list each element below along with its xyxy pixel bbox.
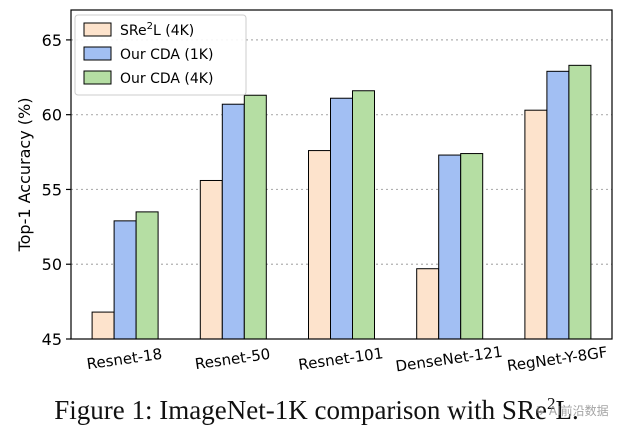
x-tick-label: Resnet-50 [194,345,272,373]
bar [568,64,592,340]
bar [113,220,137,340]
bar [438,154,462,340]
legend-label: Our CDA (4K) [120,71,213,87]
figure-caption: Figure 1: ImageNet-1K comparison with SR… [0,394,633,426]
bar [546,70,570,340]
bar [221,103,245,340]
caption-prefix: Figure 1: ImageNet-1K comparison with SR… [54,395,547,425]
x-tick-label: DenseNet-121 [394,343,503,376]
bar [524,109,548,340]
bar [199,179,223,340]
y-tick-label: 45 [42,330,62,349]
legend-swatch [83,70,112,85]
bar [91,311,115,340]
legend-swatch [83,46,112,61]
legend-box [74,14,247,96]
bar [308,150,331,340]
caption-suffix: L. [555,395,579,425]
bar-chart: Resnet-18 Resnet-50 Resnet-101 DenseNet-121… [15,9,613,376]
y-tick-label: 60 [42,106,62,125]
legend: SRe2L (4K) Our CDA (1K) Our CDA (4K) [74,14,247,96]
legend-label: SRe2L (4K) [120,21,194,39]
bar [135,211,159,340]
bar [460,153,484,340]
caption-superscript: 2 [546,394,556,413]
y-tick-label: 50 [42,255,62,274]
x-tick-label: Resnet-101 [297,344,384,374]
bar [243,94,267,340]
legend-swatch [83,22,112,37]
legend-label: Our CDA (1K) [120,47,213,63]
x-tick-label: Resnet-18 [86,345,164,373]
bar [330,97,353,340]
y-tick-label: 55 [42,180,62,199]
x-tick-label: RegNet-Y-8GF [506,343,609,375]
bar [416,268,440,340]
bar [352,90,375,340]
plot-frame [70,9,613,340]
watermark: ↳ AI前沿数据 [535,404,609,418]
y-axis-label: Top-1 Accuracy (%) [15,98,34,253]
y-tick-label: 65 [42,31,62,50]
